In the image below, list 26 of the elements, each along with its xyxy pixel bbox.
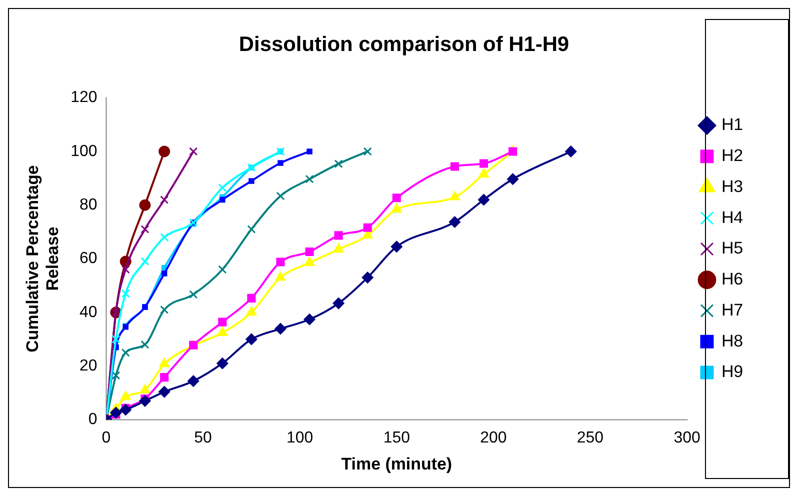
y-tick-label: 0	[88, 411, 98, 428]
x-tick-label: 50	[194, 430, 212, 447]
legend-label: H5	[721, 238, 744, 258]
x-tick-label: 100	[286, 430, 314, 447]
x-axis-title: Time (minute)	[341, 454, 452, 474]
legend-label: H3	[721, 176, 744, 196]
legend-label: H4	[721, 208, 744, 227]
y-axis-title: Cumulative Percentage Release	[22, 165, 62, 352]
x-tick-label: 150	[383, 430, 410, 447]
x-tick-label: 300	[674, 430, 700, 447]
legend-label: H9	[721, 362, 744, 382]
legend-label: H7	[721, 300, 744, 320]
y-tick-label: 120	[70, 89, 98, 106]
x-tick-label: 0	[102, 430, 111, 447]
x-tick-label: 200	[480, 430, 507, 447]
legend-label: H6	[721, 270, 744, 289]
legend-label: H2	[721, 146, 744, 166]
legend-label: H8	[721, 331, 744, 350]
y-tick-label: 100	[70, 142, 98, 160]
chart-title: Dissolution comparison of H1-H9	[238, 33, 570, 56]
y-tick-label: 80	[80, 196, 98, 214]
y-tick-label: 40	[80, 304, 98, 321]
x-tick-label: 250	[576, 430, 604, 447]
y-tick-label: 20	[80, 357, 98, 374]
y-tick-label: 60	[80, 250, 98, 268]
legend-label: H1	[721, 115, 744, 134]
